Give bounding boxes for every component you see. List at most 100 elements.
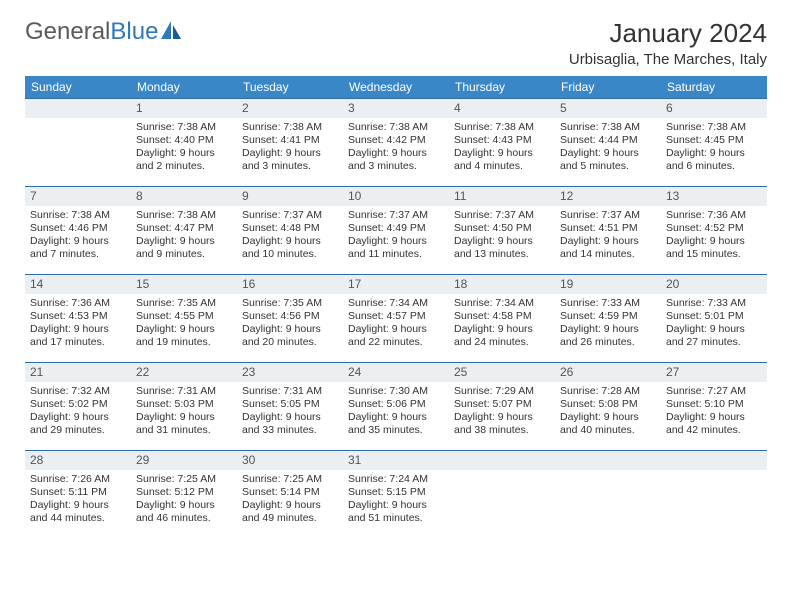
day-details: Sunrise: 7:33 AMSunset: 4:59 PMDaylight:… (555, 294, 661, 356)
day-details: Sunrise: 7:38 AMSunset: 4:40 PMDaylight:… (131, 118, 237, 180)
day-cell: 6Sunrise: 7:38 AMSunset: 4:45 PMDaylight… (661, 98, 767, 186)
day-number (555, 450, 661, 470)
day-daylight1: Daylight: 9 hours (348, 147, 444, 160)
logo-text-blue: Blue (110, 18, 158, 46)
day-sunrise: Sunrise: 7:26 AM (30, 473, 126, 486)
day-daylight2: and 27 minutes. (666, 336, 762, 349)
day-details: Sunrise: 7:29 AMSunset: 5:07 PMDaylight:… (449, 382, 555, 444)
day-number: 21 (25, 362, 131, 382)
day-daylight2: and 17 minutes. (30, 336, 126, 349)
day-daylight1: Daylight: 9 hours (666, 411, 762, 424)
day-details: Sunrise: 7:38 AMSunset: 4:43 PMDaylight:… (449, 118, 555, 180)
header: GeneralBlue January 2024 Urbisaglia, The… (25, 18, 767, 68)
day-sunset: Sunset: 4:46 PM (30, 222, 126, 235)
day-cell: 29Sunrise: 7:25 AMSunset: 5:12 PMDayligh… (131, 450, 237, 538)
day-cell: 25Sunrise: 7:29 AMSunset: 5:07 PMDayligh… (449, 362, 555, 450)
week-row: 28Sunrise: 7:26 AMSunset: 5:11 PMDayligh… (25, 450, 767, 538)
day-details: Sunrise: 7:27 AMSunset: 5:10 PMDaylight:… (661, 382, 767, 444)
day-cell: 19Sunrise: 7:33 AMSunset: 4:59 PMDayligh… (555, 274, 661, 362)
day-sunrise: Sunrise: 7:25 AM (136, 473, 232, 486)
day-details: Sunrise: 7:34 AMSunset: 4:58 PMDaylight:… (449, 294, 555, 356)
day-daylight2: and 33 minutes. (242, 424, 338, 437)
day-cell: 30Sunrise: 7:25 AMSunset: 5:14 PMDayligh… (237, 450, 343, 538)
day-number: 22 (131, 362, 237, 382)
day-details: Sunrise: 7:24 AMSunset: 5:15 PMDaylight:… (343, 470, 449, 532)
day-daylight1: Daylight: 9 hours (348, 323, 444, 336)
day-daylight2: and 40 minutes. (560, 424, 656, 437)
day-daylight2: and 35 minutes. (348, 424, 444, 437)
day-sunrise: Sunrise: 7:38 AM (136, 121, 232, 134)
day-number: 1 (131, 98, 237, 118)
day-details: Sunrise: 7:32 AMSunset: 5:02 PMDaylight:… (25, 382, 131, 444)
day-details: Sunrise: 7:37 AMSunset: 4:50 PMDaylight:… (449, 206, 555, 268)
day-number: 18 (449, 274, 555, 294)
logo: GeneralBlue (25, 18, 183, 46)
weeks-container: 1Sunrise: 7:38 AMSunset: 4:40 PMDaylight… (25, 98, 767, 538)
day-cell: 1Sunrise: 7:38 AMSunset: 4:40 PMDaylight… (131, 98, 237, 186)
day-daylight2: and 10 minutes. (242, 248, 338, 261)
day-cell: 5Sunrise: 7:38 AMSunset: 4:44 PMDaylight… (555, 98, 661, 186)
day-number: 4 (449, 98, 555, 118)
day-sunset: Sunset: 4:42 PM (348, 134, 444, 147)
day-cell (555, 450, 661, 538)
day-daylight2: and 14 minutes. (560, 248, 656, 261)
day-cell (661, 450, 767, 538)
day-details: Sunrise: 7:26 AMSunset: 5:11 PMDaylight:… (25, 470, 131, 532)
dayhead-saturday: Saturday (661, 76, 767, 98)
day-daylight1: Daylight: 9 hours (30, 499, 126, 512)
day-sunset: Sunset: 5:08 PM (560, 398, 656, 411)
day-details: Sunrise: 7:37 AMSunset: 4:48 PMDaylight:… (237, 206, 343, 268)
location: Urbisaglia, The Marches, Italy (569, 51, 767, 68)
day-sunrise: Sunrise: 7:33 AM (560, 297, 656, 310)
day-cell: 24Sunrise: 7:30 AMSunset: 5:06 PMDayligh… (343, 362, 449, 450)
day-cell: 14Sunrise: 7:36 AMSunset: 4:53 PMDayligh… (25, 274, 131, 362)
day-daylight1: Daylight: 9 hours (348, 411, 444, 424)
day-sunset: Sunset: 4:50 PM (454, 222, 550, 235)
day-daylight1: Daylight: 9 hours (136, 411, 232, 424)
day-cell: 21Sunrise: 7:32 AMSunset: 5:02 PMDayligh… (25, 362, 131, 450)
day-sunset: Sunset: 4:49 PM (348, 222, 444, 235)
logo-sail-icon (161, 18, 183, 46)
day-details: Sunrise: 7:35 AMSunset: 4:55 PMDaylight:… (131, 294, 237, 356)
day-sunrise: Sunrise: 7:31 AM (242, 385, 338, 398)
day-daylight2: and 46 minutes. (136, 512, 232, 525)
day-daylight1: Daylight: 9 hours (242, 499, 338, 512)
week-row: 7Sunrise: 7:38 AMSunset: 4:46 PMDaylight… (25, 186, 767, 274)
day-daylight1: Daylight: 9 hours (560, 235, 656, 248)
day-details: Sunrise: 7:38 AMSunset: 4:47 PMDaylight:… (131, 206, 237, 268)
day-sunrise: Sunrise: 7:24 AM (348, 473, 444, 486)
day-sunrise: Sunrise: 7:32 AM (30, 385, 126, 398)
dayhead-wednesday: Wednesday (343, 76, 449, 98)
dayhead-tuesday: Tuesday (237, 76, 343, 98)
day-sunrise: Sunrise: 7:29 AM (454, 385, 550, 398)
dayhead-friday: Friday (555, 76, 661, 98)
day-daylight2: and 11 minutes. (348, 248, 444, 261)
day-daylight2: and 3 minutes. (242, 160, 338, 173)
day-details: Sunrise: 7:36 AMSunset: 4:52 PMDaylight:… (661, 206, 767, 268)
day-daylight2: and 9 minutes. (136, 248, 232, 261)
day-details: Sunrise: 7:34 AMSunset: 4:57 PMDaylight:… (343, 294, 449, 356)
day-cell: 16Sunrise: 7:35 AMSunset: 4:56 PMDayligh… (237, 274, 343, 362)
day-daylight2: and 29 minutes. (30, 424, 126, 437)
day-sunset: Sunset: 5:03 PM (136, 398, 232, 411)
day-daylight1: Daylight: 9 hours (242, 323, 338, 336)
day-sunrise: Sunrise: 7:36 AM (30, 297, 126, 310)
calendar: Sunday Monday Tuesday Wednesday Thursday… (25, 76, 767, 538)
day-number: 28 (25, 450, 131, 470)
day-number: 30 (237, 450, 343, 470)
day-daylight1: Daylight: 9 hours (136, 499, 232, 512)
day-details: Sunrise: 7:31 AMSunset: 5:03 PMDaylight:… (131, 382, 237, 444)
day-daylight2: and 44 minutes. (30, 512, 126, 525)
day-daylight1: Daylight: 9 hours (454, 147, 550, 160)
day-sunrise: Sunrise: 7:35 AM (242, 297, 338, 310)
day-sunrise: Sunrise: 7:37 AM (454, 209, 550, 222)
day-daylight1: Daylight: 9 hours (666, 323, 762, 336)
day-number: 2 (237, 98, 343, 118)
day-daylight2: and 38 minutes. (454, 424, 550, 437)
day-sunset: Sunset: 4:59 PM (560, 310, 656, 323)
day-number: 12 (555, 186, 661, 206)
day-number: 26 (555, 362, 661, 382)
day-number: 9 (237, 186, 343, 206)
day-daylight2: and 15 minutes. (666, 248, 762, 261)
day-cell: 27Sunrise: 7:27 AMSunset: 5:10 PMDayligh… (661, 362, 767, 450)
